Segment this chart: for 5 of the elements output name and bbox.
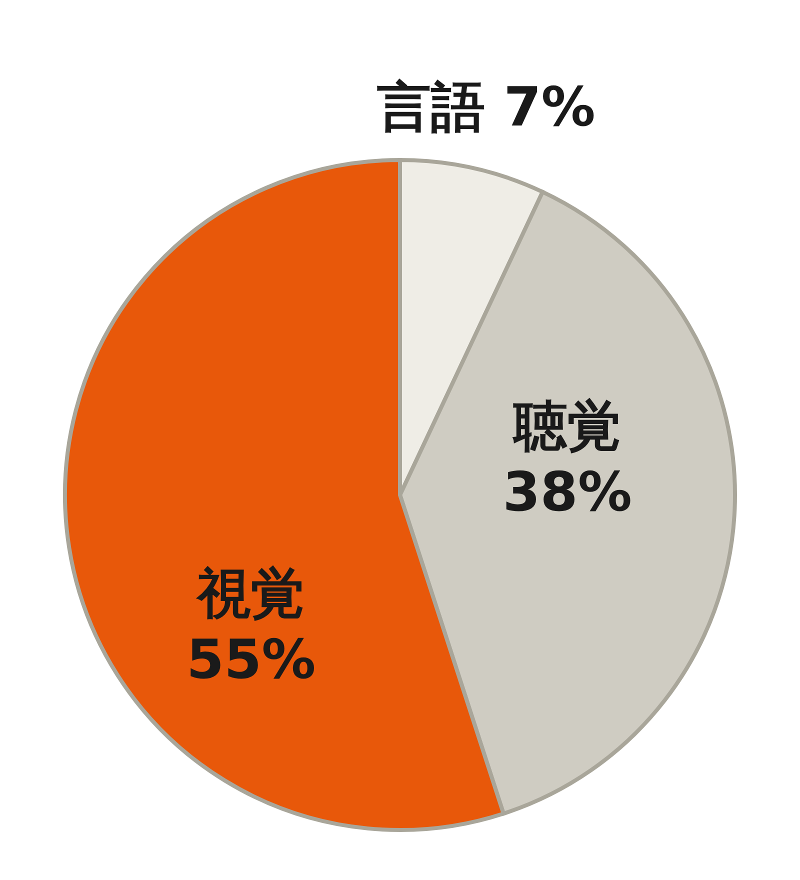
data-label: 55% bbox=[186, 628, 316, 692]
slice-label: 言語 7% bbox=[376, 76, 596, 139]
slice-label: 聴覚 bbox=[511, 394, 622, 458]
slice-label: 視覚 bbox=[195, 562, 306, 626]
data-label: 38% bbox=[502, 460, 632, 524]
